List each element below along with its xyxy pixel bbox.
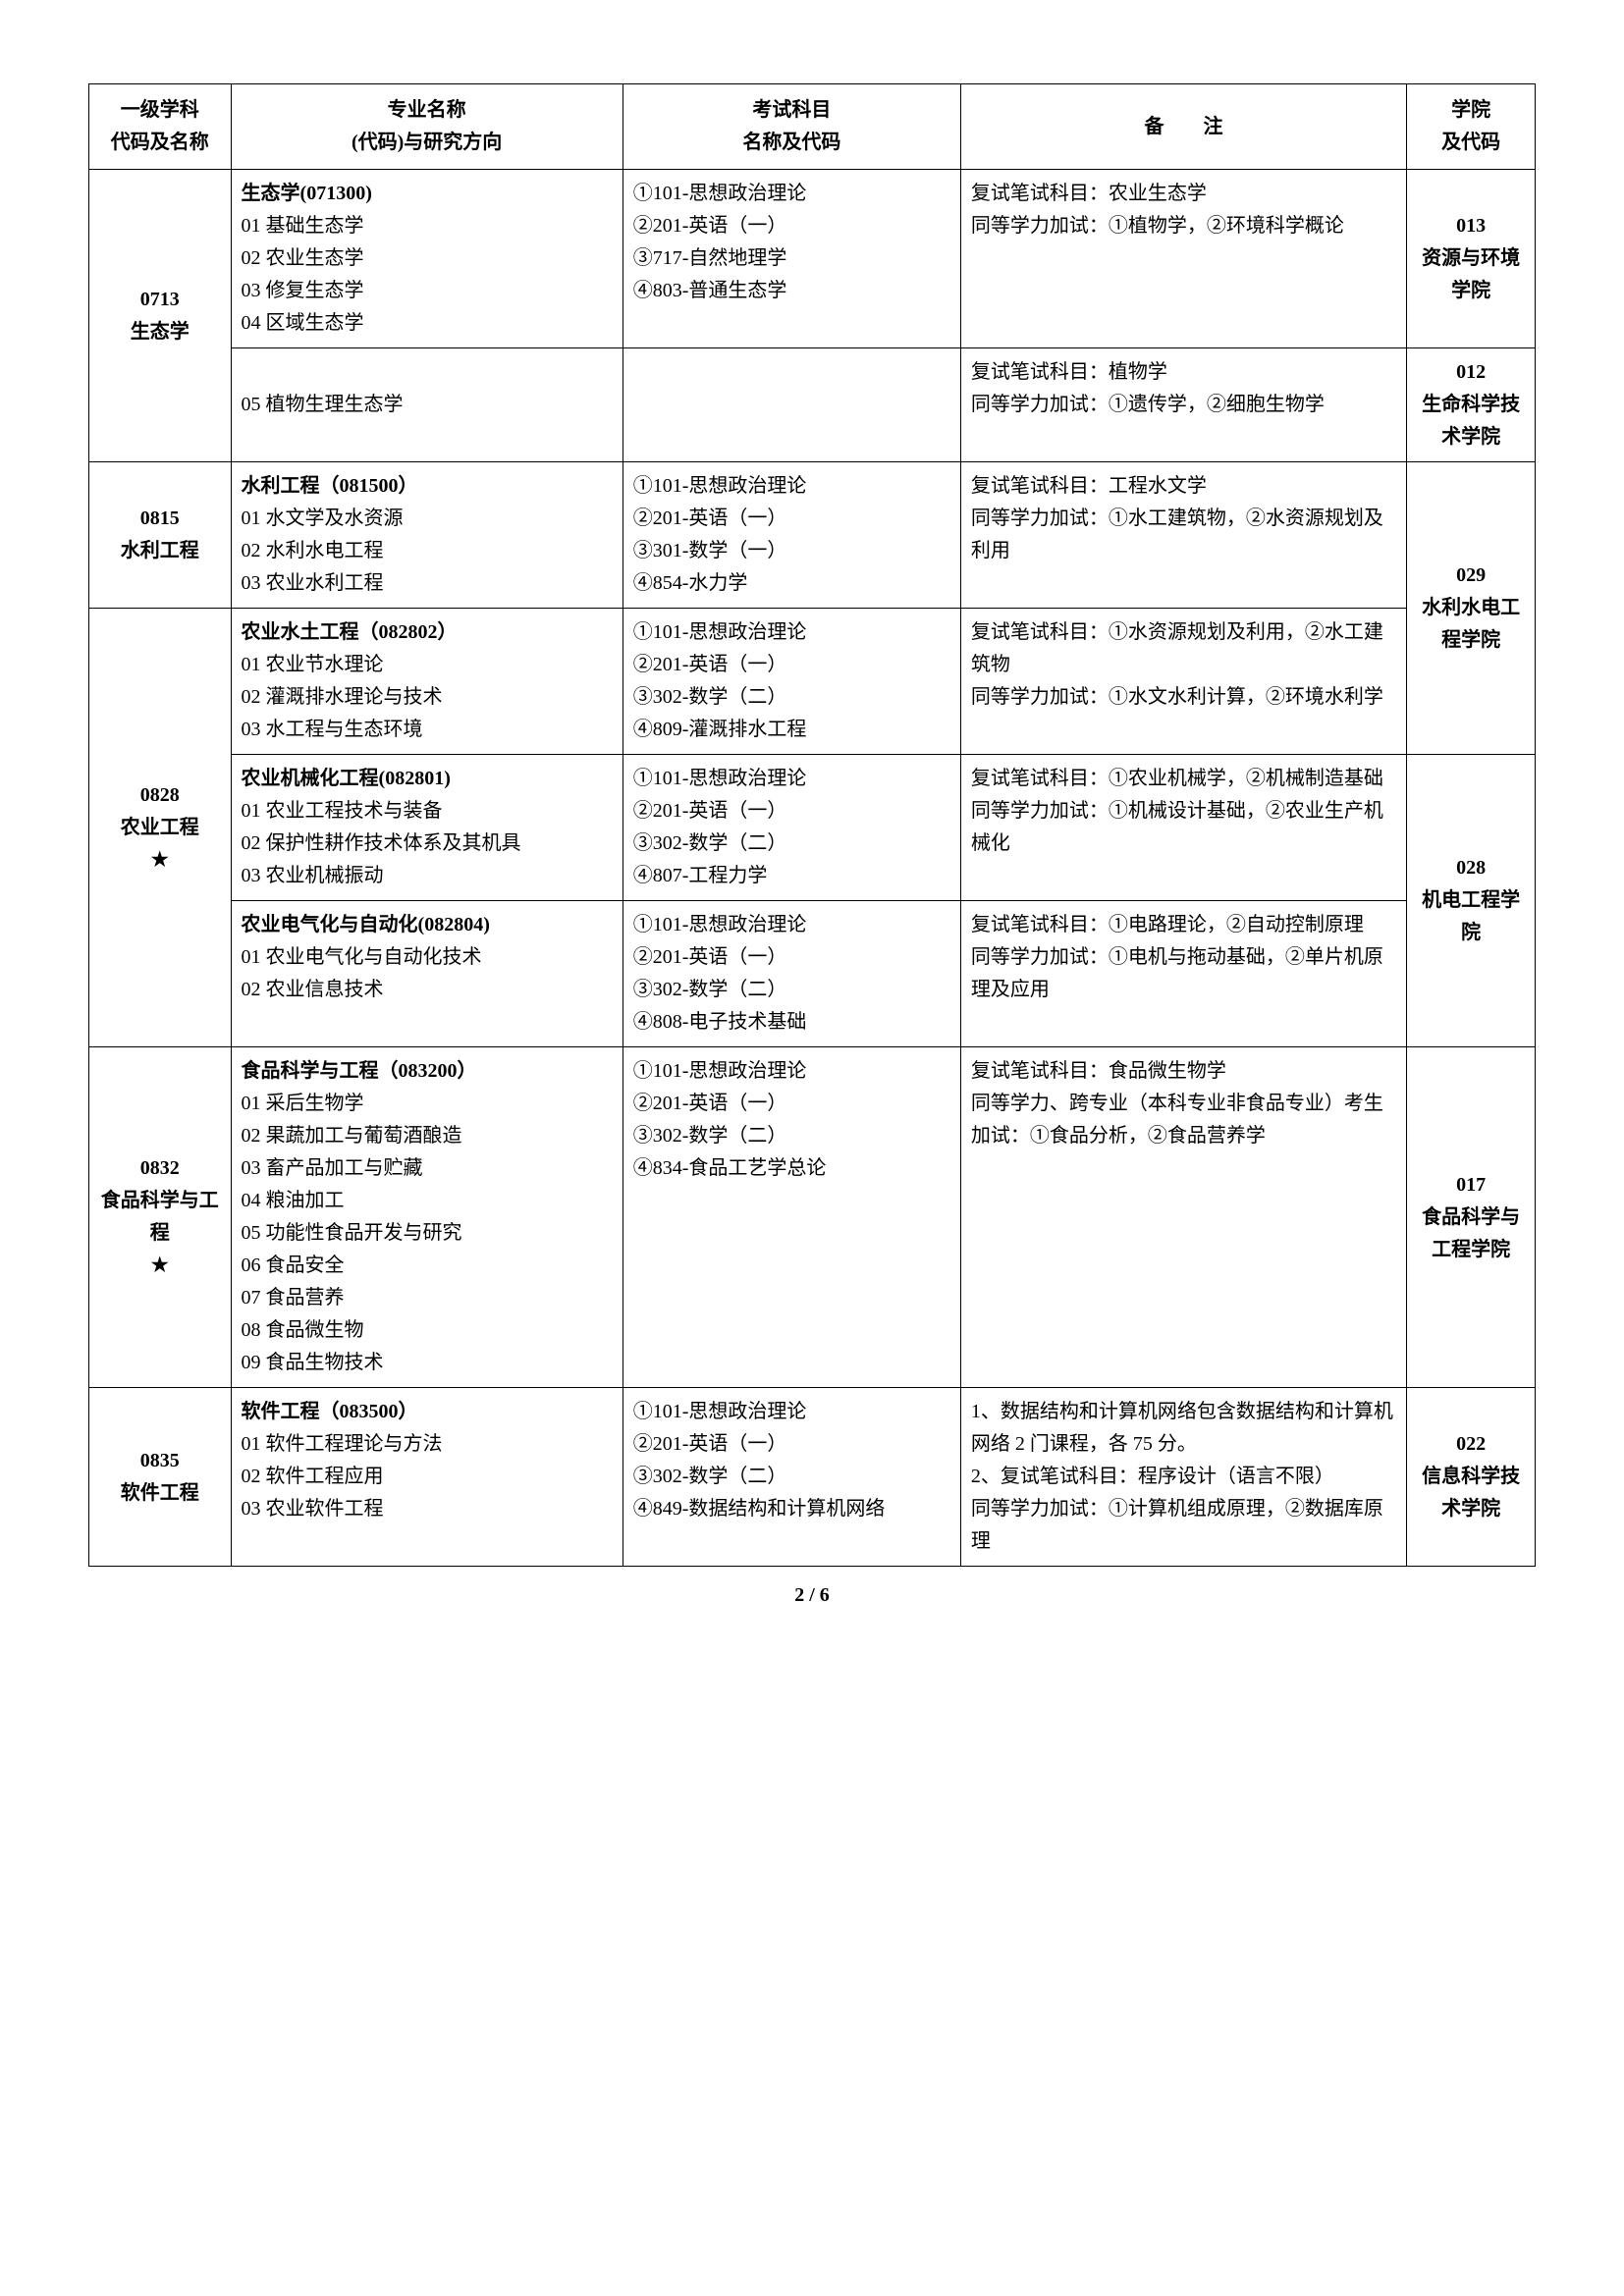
school-cell: 028 机电工程学院 bbox=[1407, 755, 1536, 1047]
discipline-cell: 0815 水利工程 bbox=[89, 462, 232, 609]
major-cell: 食品科学与工程（083200） 01 采后生物学 02 果蔬加工与葡萄酒酿造 0… bbox=[231, 1047, 623, 1388]
catalog-table: 一级学科 代码及名称 专业名称 (代码)与研究方向 考试科目 名称及代码 备 注… bbox=[88, 83, 1536, 1567]
page-container: 一级学科 代码及名称 专业名称 (代码)与研究方向 考试科目 名称及代码 备 注… bbox=[0, 0, 1624, 1646]
school-cell: 022 信息科学技术学院 bbox=[1407, 1388, 1536, 1567]
exam-cell: ①101-思想政治理论 ②201-英语（一） ③717-自然地理学 ④803-普… bbox=[623, 170, 960, 348]
table-row: 0828 农业工程 ★ 农业水土工程（082802） 01 农业节水理论 02 … bbox=[89, 609, 1536, 755]
table-row: 0713 生态学 生态学(071300) 01 基础生态学 02 农业生态学 0… bbox=[89, 170, 1536, 348]
exam-cell: ①101-思想政治理论 ②201-英语（一） ③302-数学（二） ④809-灌… bbox=[623, 609, 960, 755]
note-cell: 复试笔试科目：①农业机械学，②机械制造基础 同等学力加试：①机械设计基础，②农业… bbox=[960, 755, 1406, 901]
header-discipline: 一级学科 代码及名称 bbox=[89, 84, 232, 170]
note-cell: 复试笔试科目：工程水文学 同等学力加试：①水工建筑物，②水资源规划及利用 bbox=[960, 462, 1406, 609]
table-row: 05 植物生理生态学 复试笔试科目：植物学 同等学力加试：①遗传学，②细胞生物学… bbox=[89, 348, 1536, 462]
major-cell: 水利工程（081500） 01 水文学及水资源 02 水利水电工程 03 农业水… bbox=[231, 462, 623, 609]
table-row: 0815 水利工程 水利工程（081500） 01 水文学及水资源 02 水利水… bbox=[89, 462, 1536, 609]
exam-cell: ①101-思想政治理论 ②201-英语（一） ③302-数学（二） ④849-数… bbox=[623, 1388, 960, 1567]
table-row: 0835 软件工程 软件工程（083500） 01 软件工程理论与方法 02 软… bbox=[89, 1388, 1536, 1567]
note-cell: 复试笔试科目：①电路理论，②自动控制原理 同等学力加试：①电机与拖动基础，②单片… bbox=[960, 901, 1406, 1047]
school-cell: 013 资源与环境学院 bbox=[1407, 170, 1536, 348]
major-cell: 生态学(071300) 01 基础生态学 02 农业生态学 03 修复生态学 0… bbox=[231, 170, 623, 348]
table-row: 0832 食品科学与工程 ★ 食品科学与工程（083200） 01 采后生物学 … bbox=[89, 1047, 1536, 1388]
note-cell: 复试笔试科目：农业生态学 同等学力加试：①植物学，②环境科学概论 bbox=[960, 170, 1406, 348]
note-cell: 复试笔试科目：食品微生物学 同等学力、跨专业（本科专业非食品专业）考生加试：①食… bbox=[960, 1047, 1406, 1388]
exam-cell: ①101-思想政治理论 ②201-英语（一） ③302-数学（二） ④808-电… bbox=[623, 901, 960, 1047]
table-row: 农业电气化与自动化(082804) 01 农业电气化与自动化技术 02 农业信息… bbox=[89, 901, 1536, 1047]
major-cell: 软件工程（083500） 01 软件工程理论与方法 02 软件工程应用 03 农… bbox=[231, 1388, 623, 1567]
exam-cell bbox=[623, 348, 960, 462]
note-cell: 1、数据结构和计算机网络包含数据结构和计算机网络 2 门课程，各 75 分。 2… bbox=[960, 1388, 1406, 1567]
discipline-cell: 0828 农业工程 ★ bbox=[89, 609, 232, 1047]
header-major: 专业名称 (代码)与研究方向 bbox=[231, 84, 623, 170]
note-cell: 复试笔试科目：植物学 同等学力加试：①遗传学，②细胞生物学 bbox=[960, 348, 1406, 462]
school-cell: 029 水利水电工程学院 bbox=[1407, 462, 1536, 755]
header-exam: 考试科目 名称及代码 bbox=[623, 84, 960, 170]
major-cell: 农业水土工程（082802） 01 农业节水理论 02 灌溉排水理论与技术 03… bbox=[231, 609, 623, 755]
exam-cell: ①101-思想政治理论 ②201-英语（一） ③301-数学（一） ④854-水… bbox=[623, 462, 960, 609]
school-cell: 012 生命科学技术学院 bbox=[1407, 348, 1536, 462]
major-cell: 农业电气化与自动化(082804) 01 农业电气化与自动化技术 02 农业信息… bbox=[231, 901, 623, 1047]
page-number: 2 / 6 bbox=[88, 1584, 1536, 1607]
exam-cell: ①101-思想政治理论 ②201-英语（一） ③302-数学（二） ④834-食… bbox=[623, 1047, 960, 1388]
table-row: 农业机械化工程(082801) 01 农业工程技术与装备 02 保护性耕作技术体… bbox=[89, 755, 1536, 901]
major-cell: 农业机械化工程(082801) 01 农业工程技术与装备 02 保护性耕作技术体… bbox=[231, 755, 623, 901]
header-note: 备 注 bbox=[960, 84, 1406, 170]
note-cell: 复试笔试科目：①水资源规划及利用，②水工建筑物 同等学力加试：①水文水利计算，②… bbox=[960, 609, 1406, 755]
discipline-cell: 0835 软件工程 bbox=[89, 1388, 232, 1567]
discipline-cell: 0832 食品科学与工程 ★ bbox=[89, 1047, 232, 1388]
exam-cell: ①101-思想政治理论 ②201-英语（一） ③302-数学（二） ④807-工… bbox=[623, 755, 960, 901]
header-row: 一级学科 代码及名称 专业名称 (代码)与研究方向 考试科目 名称及代码 备 注… bbox=[89, 84, 1536, 170]
header-school: 学院 及代码 bbox=[1407, 84, 1536, 170]
major-cell: 05 植物生理生态学 bbox=[231, 348, 623, 462]
school-cell: 017 食品科学与工程学院 bbox=[1407, 1047, 1536, 1388]
discipline-cell: 0713 生态学 bbox=[89, 170, 232, 462]
